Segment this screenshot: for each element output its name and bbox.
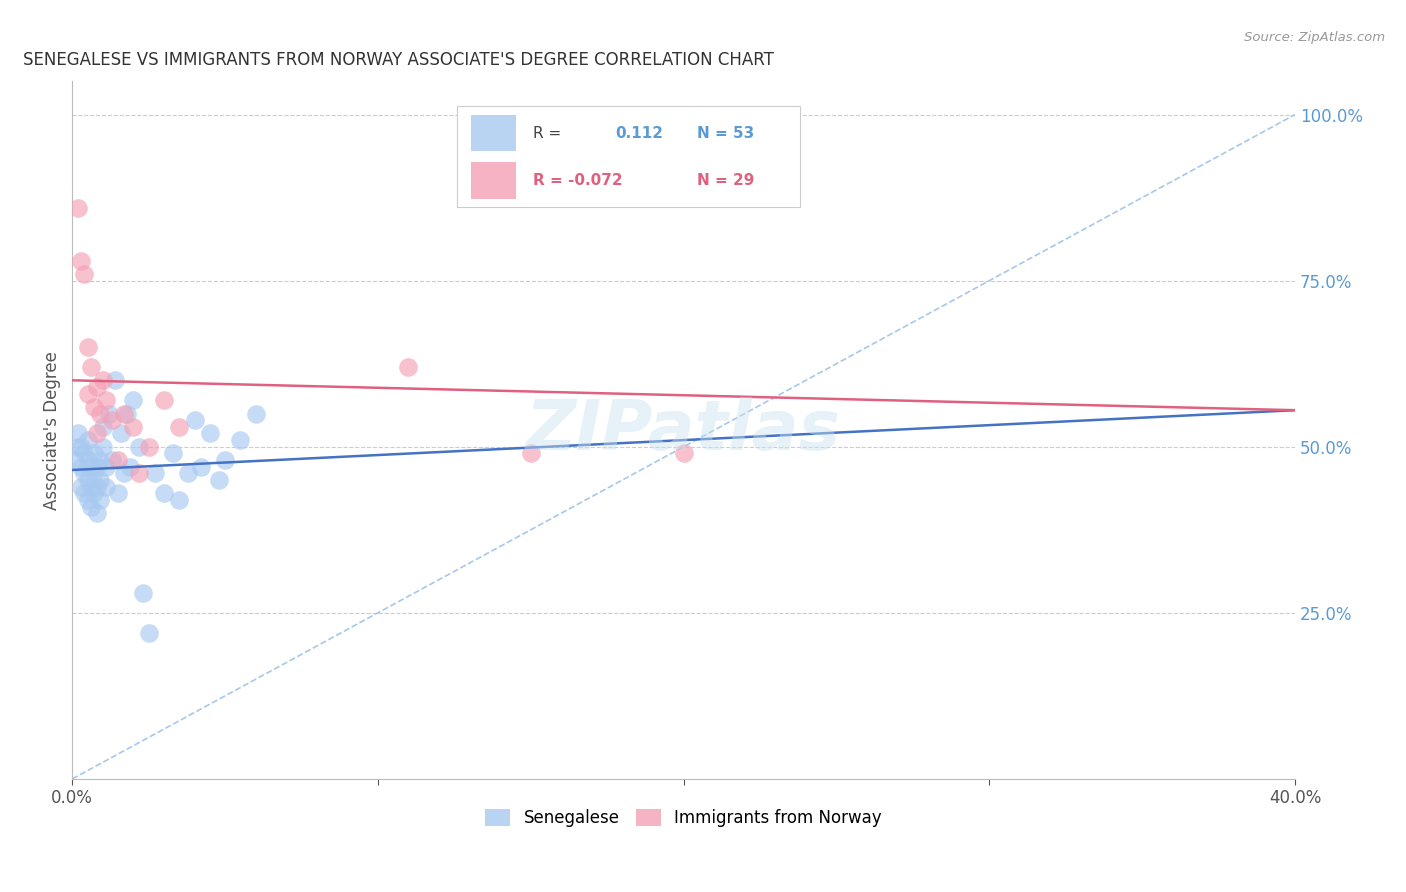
Point [97, 407, 120, 421]
Point [73, 467, 96, 481]
Point [112, 467, 135, 481]
Point [73, 446, 96, 460]
Point [91, 419, 114, 434]
Point [76, 453, 98, 467]
Point [214, 453, 236, 467]
Point [208, 473, 231, 487]
Point [138, 440, 160, 454]
Point [101, 413, 124, 427]
Point [67, 440, 90, 454]
Point [89, 473, 111, 487]
Point [89, 453, 111, 467]
Point [190, 459, 212, 474]
Point [153, 393, 176, 408]
Point [89, 407, 111, 421]
Point [120, 459, 142, 474]
Point [70, 480, 93, 494]
Point [122, 393, 145, 408]
Point [73, 486, 96, 500]
Point [67, 201, 90, 215]
Point [79, 459, 101, 474]
Point [167, 419, 190, 434]
Point [86, 459, 108, 474]
Point [162, 446, 184, 460]
Point [83, 467, 105, 481]
Point [86, 506, 108, 520]
Point [83, 486, 105, 500]
Point [86, 480, 108, 494]
Point [167, 492, 190, 507]
Point [101, 453, 124, 467]
Legend: Senegalese, Immigrants from Norway: Senegalese, Immigrants from Norway [478, 802, 889, 833]
Point [398, 359, 420, 374]
Point [83, 400, 105, 414]
Point [104, 373, 127, 387]
Point [672, 446, 695, 460]
Point [94, 480, 117, 494]
Point [128, 440, 150, 454]
Point [89, 492, 111, 507]
Point [83, 446, 105, 460]
Point [70, 440, 93, 454]
Point [91, 373, 114, 387]
Point [91, 440, 114, 454]
Point [76, 473, 98, 487]
Point [131, 586, 153, 600]
Point [107, 486, 129, 500]
Point [70, 253, 93, 268]
Y-axis label: Associate's Degree: Associate's Degree [44, 351, 60, 509]
Point [65, 453, 87, 467]
Point [520, 446, 543, 460]
Point [110, 426, 132, 441]
Point [153, 486, 176, 500]
Point [76, 433, 98, 447]
Point [79, 500, 101, 514]
Text: Source: ZipAtlas.com: Source: ZipAtlas.com [1244, 31, 1385, 45]
Point [76, 340, 98, 354]
Point [86, 426, 108, 441]
Text: SENEGALESE VS IMMIGRANTS FROM NORWAY ASSOCIATE'S DEGREE CORRELATION CHART: SENEGALESE VS IMMIGRANTS FROM NORWAY ASS… [24, 51, 775, 69]
Point [79, 359, 101, 374]
Point [229, 433, 252, 447]
Point [76, 492, 98, 507]
Point [76, 386, 98, 401]
Point [245, 407, 267, 421]
Point [94, 459, 117, 474]
Point [73, 267, 96, 281]
Point [94, 393, 117, 408]
Point [86, 380, 108, 394]
Point [79, 480, 101, 494]
Point [107, 453, 129, 467]
Point [138, 625, 160, 640]
Point [117, 407, 139, 421]
Point [112, 407, 135, 421]
Point [143, 467, 166, 481]
Point [67, 426, 90, 441]
Point [70, 459, 93, 474]
Point [122, 419, 145, 434]
Point [177, 467, 200, 481]
Text: ZIPatlas: ZIPatlas [526, 397, 841, 464]
Point [128, 467, 150, 481]
Point [183, 413, 205, 427]
Point [198, 426, 221, 441]
